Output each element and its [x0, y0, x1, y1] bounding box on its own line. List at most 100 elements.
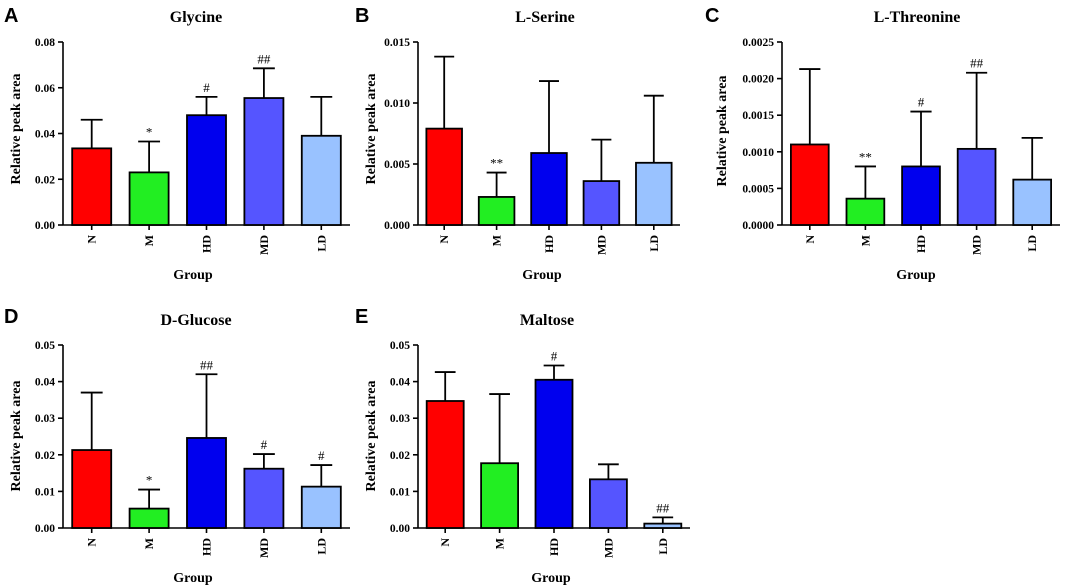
bar-m	[477, 196, 516, 226]
bar-hd	[186, 437, 227, 529]
panel-letter: A	[4, 5, 18, 27]
chart-panel-e: E Maltose Relative peak area Group 0.00 0…	[355, 306, 690, 586]
x-tick-label: MD	[594, 235, 608, 255]
y-tick-label: 0.06	[35, 83, 55, 95]
bar-hd	[534, 378, 574, 529]
y-tick-label: 0.03	[35, 413, 55, 425]
bar-md	[582, 180, 621, 226]
bar-m	[845, 197, 886, 226]
significance-label: #	[261, 437, 268, 452]
y-tick-label: 0.010	[384, 98, 410, 110]
bar-md	[956, 147, 997, 226]
y-tick-label: 0.04	[390, 377, 410, 389]
x-tick-label: MD	[601, 538, 615, 558]
x-tick-label: MD	[257, 235, 271, 255]
bar-ld	[635, 161, 673, 226]
significance-label: ##	[970, 56, 984, 71]
chart-title: Maltose	[520, 312, 574, 329]
x-tick-label: LD	[314, 538, 328, 555]
significance-label: #	[318, 448, 325, 463]
y-tick-label: 0.05	[390, 340, 410, 352]
x-tick-label: N	[437, 235, 451, 244]
x-axis-label: Group	[896, 268, 936, 283]
x-axis-label: Group	[173, 268, 213, 283]
y-tick-label: 0.02	[35, 174, 55, 186]
y-axis-label: Relative peak area	[715, 76, 730, 187]
bar-ld	[300, 134, 342, 226]
bar-n	[789, 143, 830, 226]
x-tick-label: N	[438, 538, 452, 547]
chart-panel-b: B L-Serine Relative peak area Group 0.00…	[355, 5, 680, 283]
x-tick-label: HD	[542, 235, 556, 253]
y-tick-label: 0.04	[35, 129, 55, 141]
x-tick-label: LD	[314, 235, 328, 252]
x-tick-label: N	[85, 538, 99, 547]
x-tick-label: HD	[547, 538, 561, 556]
y-axis-label: Relative peak area	[9, 74, 24, 185]
panel-letter: C	[705, 5, 719, 27]
significance-label: ##	[257, 51, 271, 66]
x-tick-label: MD	[970, 235, 984, 255]
panel-letter: B	[355, 5, 369, 27]
bar-md	[243, 97, 285, 226]
significance-label: #	[551, 348, 558, 363]
y-tick-label: 0.03	[390, 413, 410, 425]
chart-panel-d: D D-Glucose Relative peak area Group 0.0…	[4, 306, 350, 586]
bar-m	[480, 462, 519, 529]
x-tick-label: M	[142, 538, 156, 549]
bar-md	[243, 467, 285, 529]
bar-ld	[1012, 178, 1053, 226]
chart-title: Glycine	[170, 9, 222, 26]
y-tick-label: 0.0025	[742, 37, 774, 49]
y-tick-label: 0.02	[35, 450, 55, 462]
y-axis-label: Relative peak area	[9, 381, 24, 492]
bar-n	[425, 127, 463, 226]
significance-label: **	[490, 156, 503, 171]
chart-panel-c: C L-Threonine Relative peak area Group 0…	[705, 5, 1060, 283]
chart-title: D-Glucose	[160, 312, 231, 329]
x-tick-label: LD	[1025, 235, 1039, 252]
significance-label: #	[918, 95, 925, 110]
x-tick-label: LD	[656, 538, 670, 555]
chart-title: L-Serine	[515, 9, 575, 26]
bar-ld	[643, 522, 683, 529]
chart-panel-a: A Glycine Relative peak area Group 0.00 0…	[4, 5, 350, 283]
bar-n	[71, 449, 113, 529]
y-tick-label: 0.08	[35, 37, 55, 49]
y-axis-label: Relative peak area	[364, 381, 379, 492]
x-axis-label: Group	[531, 571, 571, 586]
x-tick-label: HD	[200, 538, 214, 556]
significance-label: **	[859, 149, 872, 164]
y-axis-label: Relative peak area	[364, 74, 379, 185]
y-tick-label: 0.05	[35, 340, 55, 352]
y-tick-label: 0.005	[384, 159, 410, 171]
bar-m	[128, 507, 170, 529]
y-tick-label: 0.02	[390, 450, 410, 462]
x-tick-label: N	[85, 235, 99, 244]
significance-label: ##	[200, 357, 214, 372]
y-tick-label: 0.00	[35, 523, 55, 535]
chart-title: L-Threonine	[874, 9, 961, 26]
y-tick-label: 0.015	[384, 37, 410, 49]
bar-hd	[186, 114, 227, 226]
y-tick-label: 0.0010	[742, 147, 774, 159]
bar-n	[71, 147, 113, 226]
x-tick-label: HD	[914, 235, 928, 253]
significance-label: ##	[656, 500, 670, 515]
x-tick-label: MD	[257, 538, 271, 558]
x-tick-label: M	[493, 538, 507, 549]
significance-label: *	[146, 125, 153, 140]
panel-letter: E	[355, 306, 368, 328]
y-tick-label: 0.0015	[742, 110, 774, 122]
bar-hd	[530, 152, 568, 226]
y-tick-label: 0.0005	[742, 183, 774, 195]
bar-ld	[300, 485, 342, 529]
panel-letter: D	[4, 306, 18, 328]
x-tick-label: M	[490, 235, 504, 246]
x-tick-label: M	[142, 235, 156, 246]
y-tick-label: 0.01	[35, 486, 55, 498]
bar-md	[589, 478, 628, 529]
significance-label: #	[203, 80, 210, 95]
y-tick-label: 0.01	[390, 486, 410, 498]
